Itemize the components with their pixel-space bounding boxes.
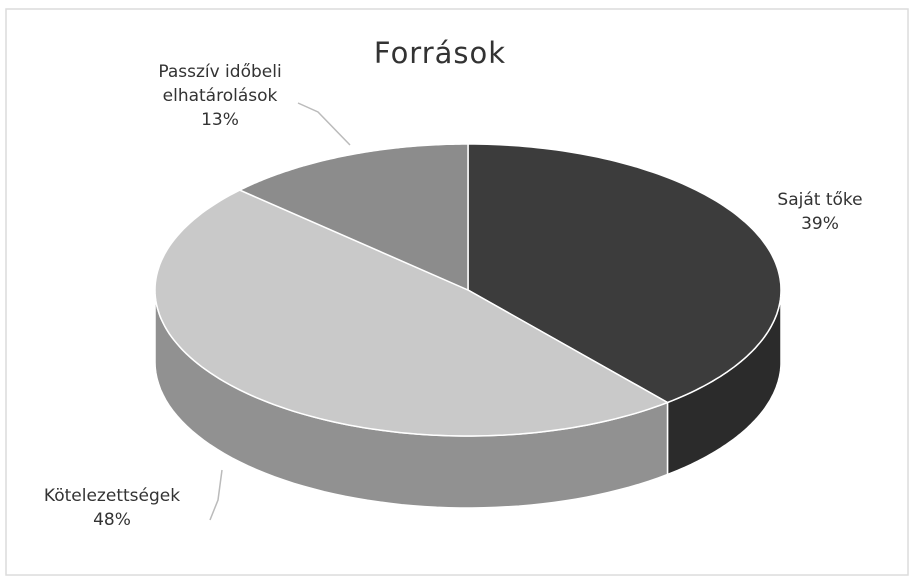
category-label: Saját tőke [777, 190, 863, 210]
value-label: 39% [801, 214, 839, 234]
slice-label: Passzív időbeli elhatárolások 13% [130, 60, 310, 132]
slice-label: Kötelezettségek 48% [12, 484, 212, 532]
leader-line [209, 469, 223, 521]
category-label: Passzív időbeli elhatárolások [158, 62, 282, 106]
pie-slice [238, 143, 469, 292]
pie-slice [467, 143, 782, 404]
pie-slice [154, 189, 670, 437]
chart-title: Források [373, 36, 507, 70]
value-label: 48% [93, 510, 131, 530]
slice-label: Saját tőke 39% [760, 188, 880, 236]
leader-line [297, 102, 351, 146]
value-label: 13% [201, 110, 239, 130]
chart-frame [5, 8, 909, 576]
category-label: Kötelezettségek [43, 486, 181, 506]
